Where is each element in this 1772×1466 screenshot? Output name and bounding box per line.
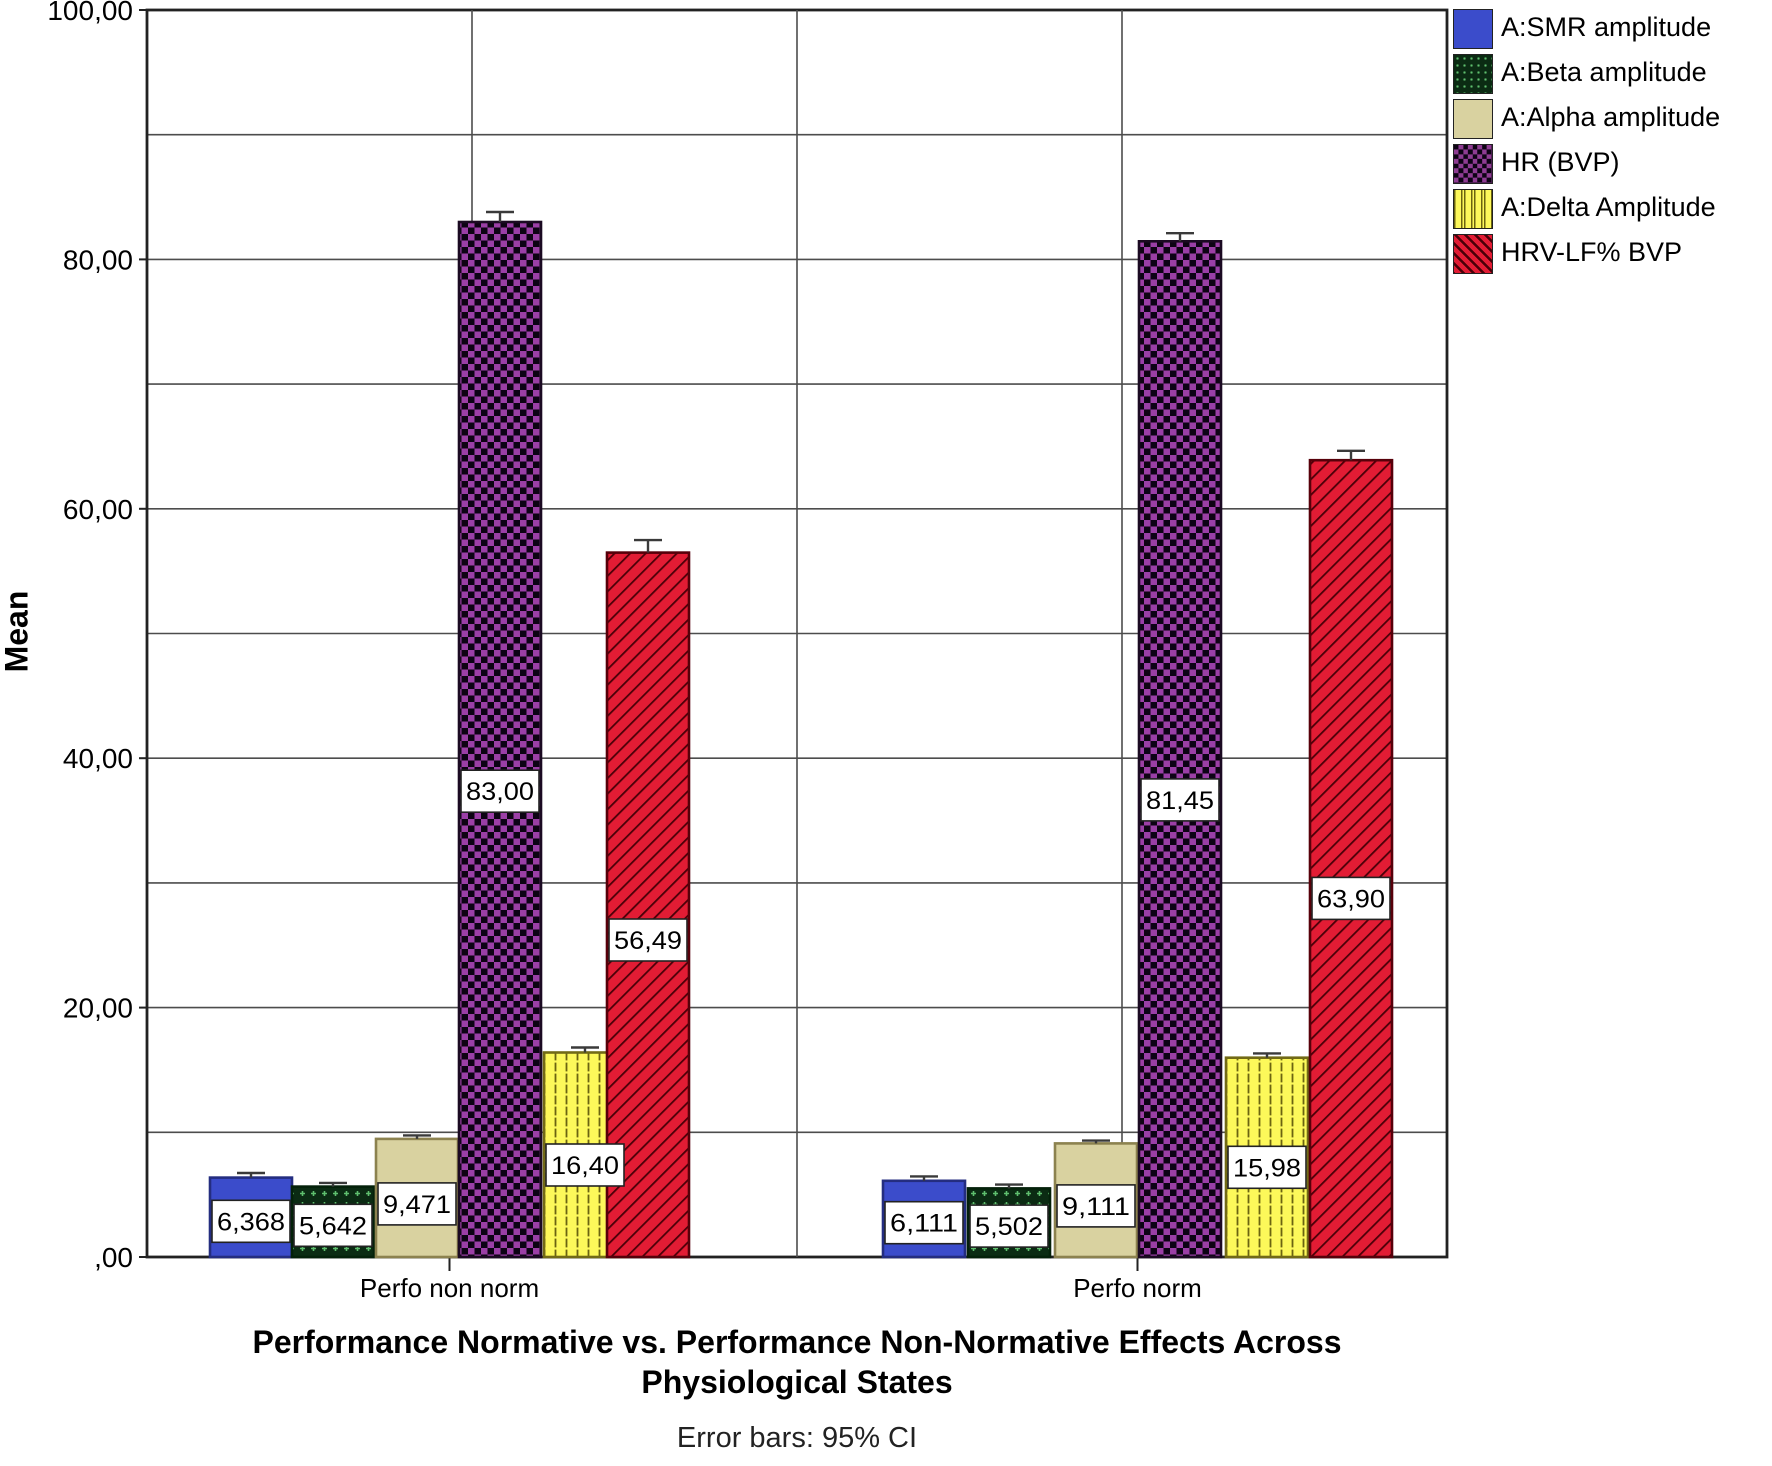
- svg-text:56,49: 56,49: [614, 927, 682, 955]
- svg-text:5,642: 5,642: [299, 1212, 367, 1240]
- svg-text:6,111: 6,111: [890, 1210, 958, 1238]
- svg-text:15,98: 15,98: [1233, 1154, 1301, 1182]
- svg-text:81,45: 81,45: [1146, 787, 1214, 815]
- svg-text:9,471: 9,471: [383, 1191, 451, 1219]
- svg-text:20,00: 20,00: [63, 993, 133, 1024]
- svg-text:,00: ,00: [94, 1242, 133, 1273]
- svg-text:16,40: 16,40: [551, 1152, 619, 1180]
- svg-text:60,00: 60,00: [63, 494, 133, 525]
- svg-text:80,00: 80,00: [63, 244, 133, 275]
- svg-text:83,00: 83,00: [466, 778, 534, 806]
- svg-text:6,368: 6,368: [217, 1208, 285, 1236]
- svg-text:100,00: 100,00: [47, 0, 133, 26]
- svg-text:5,502: 5,502: [975, 1213, 1043, 1241]
- svg-text:9,111: 9,111: [1062, 1193, 1130, 1221]
- svg-text:63,90: 63,90: [1317, 885, 1385, 913]
- svg-text:Perfo norm: Perfo norm: [1073, 1273, 1202, 1303]
- svg-text:Perfo non norm: Perfo non norm: [360, 1273, 539, 1303]
- svg-text:40,00: 40,00: [63, 743, 133, 774]
